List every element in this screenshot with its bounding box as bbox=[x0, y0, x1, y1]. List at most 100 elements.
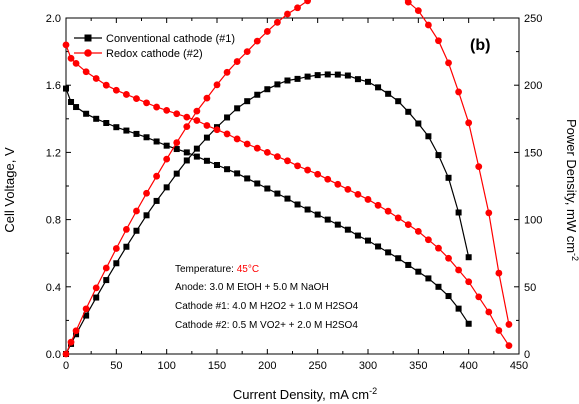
series-line bbox=[65, 44, 510, 346]
data-point bbox=[314, 72, 321, 79]
data-point bbox=[183, 149, 190, 156]
data-point bbox=[445, 293, 452, 300]
data-point bbox=[425, 236, 432, 244]
y-right-tick-label: 200 bbox=[524, 80, 542, 92]
x-axis-title: Current Density, mA cm-2 bbox=[233, 386, 377, 402]
series-1 bbox=[63, 71, 472, 357]
data-point bbox=[243, 48, 251, 55]
data-point bbox=[344, 226, 351, 233]
data-point bbox=[92, 284, 100, 292]
data-point bbox=[475, 163, 483, 171]
data-point bbox=[495, 327, 503, 334]
data-point bbox=[62, 350, 70, 358]
annotation-cathode1: Cathode #1: 4.0 M H2O2 + 1.0 M H2SO4 bbox=[175, 301, 359, 312]
data-point bbox=[153, 103, 161, 111]
data-point bbox=[183, 123, 191, 130]
data-point bbox=[294, 75, 301, 82]
data-point bbox=[455, 209, 462, 216]
data-point bbox=[274, 81, 281, 88]
data-point bbox=[143, 212, 150, 219]
data-point bbox=[214, 162, 220, 168]
data-point bbox=[374, 201, 382, 209]
data-point bbox=[354, 76, 361, 83]
data-point bbox=[284, 157, 291, 165]
data-point bbox=[354, 191, 362, 198]
x-tick-label: 250 bbox=[308, 360, 326, 372]
data-point bbox=[405, 108, 412, 115]
x-tick-label: 200 bbox=[258, 360, 276, 372]
data-point bbox=[193, 117, 201, 124]
legend-marker-circle bbox=[84, 49, 92, 57]
data-point bbox=[72, 59, 80, 67]
data-point bbox=[304, 73, 311, 80]
data-point bbox=[203, 122, 211, 129]
data-point bbox=[254, 91, 261, 98]
x-tick-label: 400 bbox=[459, 360, 477, 372]
x-tick-label: 150 bbox=[208, 360, 226, 372]
data-point bbox=[365, 237, 371, 244]
y-right-tick-label: 100 bbox=[524, 215, 542, 227]
data-point bbox=[143, 99, 150, 107]
data-point bbox=[344, 72, 351, 79]
data-point bbox=[173, 139, 181, 146]
data-point bbox=[234, 170, 241, 177]
data-point bbox=[183, 157, 190, 164]
y-left-tick-label: 1.2 bbox=[46, 147, 61, 159]
data-point bbox=[253, 37, 261, 45]
data-point bbox=[92, 75, 100, 82]
y-left-tick-label: 0.4 bbox=[46, 282, 61, 294]
data-point bbox=[425, 133, 432, 140]
data-point bbox=[394, 214, 402, 222]
series-line bbox=[65, 73, 470, 355]
data-point bbox=[123, 127, 130, 134]
data-point bbox=[435, 244, 442, 252]
axis-ticks: 0 50 100 150 200 250 300 350 400 450 0.0 0.4 0.8 1.2 1… bbox=[46, 13, 543, 372]
data-point bbox=[223, 68, 231, 76]
data-point bbox=[284, 10, 291, 18]
y-axis-right-title: Power Density, mW cm-2 bbox=[564, 119, 579, 261]
y-left-tick-label: 0.0 bbox=[46, 349, 61, 361]
series-0 bbox=[63, 85, 472, 327]
legend-marker-square bbox=[84, 34, 92, 42]
data-point bbox=[173, 170, 180, 177]
annotation-temperature: Temperature: 45°C bbox=[175, 264, 259, 275]
data-point bbox=[183, 113, 191, 121]
x-tick-label: 0 bbox=[63, 360, 69, 372]
data-point bbox=[153, 138, 160, 145]
data-point bbox=[284, 195, 291, 202]
data-point bbox=[375, 84, 382, 91]
data-point bbox=[264, 185, 271, 192]
annotations: Temperature: 45°C Anode: 3.0 M EtOH + 5.… bbox=[175, 264, 359, 331]
data-point bbox=[294, 162, 301, 170]
series-3 bbox=[62, 0, 513, 358]
data-point bbox=[113, 260, 120, 267]
data-point bbox=[93, 294, 100, 301]
data-point bbox=[324, 216, 331, 223]
data-point bbox=[324, 175, 332, 183]
y-left-tick-label: 1.6 bbox=[46, 80, 61, 92]
data-point bbox=[163, 107, 171, 114]
data-point bbox=[435, 37, 442, 45]
data-point bbox=[354, 232, 361, 239]
data-point bbox=[263, 28, 271, 35]
data-point bbox=[304, 0, 311, 5]
data-point bbox=[465, 320, 472, 327]
data-point bbox=[385, 249, 392, 256]
data-point bbox=[153, 197, 160, 204]
data-point bbox=[395, 98, 402, 105]
data-point bbox=[324, 71, 331, 78]
data-point bbox=[435, 283, 442, 290]
series-layer bbox=[62, 0, 513, 358]
data-point bbox=[294, 201, 301, 208]
data-point bbox=[163, 155, 171, 163]
data-point bbox=[334, 71, 341, 78]
y-right-tick-label: 250 bbox=[524, 13, 542, 25]
legend-label-redox: Redox cathode (#2) bbox=[106, 48, 203, 60]
data-point bbox=[133, 95, 140, 103]
data-point bbox=[213, 81, 221, 89]
data-point bbox=[263, 149, 271, 156]
data-point bbox=[63, 85, 69, 92]
data-point bbox=[395, 255, 402, 262]
data-point bbox=[133, 130, 140, 137]
data-point bbox=[193, 107, 201, 115]
